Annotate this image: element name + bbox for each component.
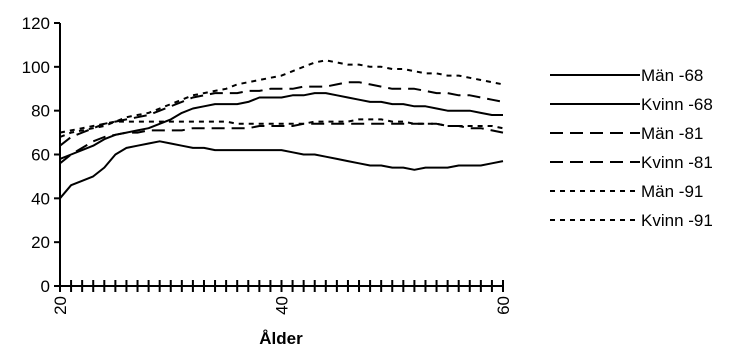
- x-axis-title: Ålder: [259, 329, 303, 348]
- series-line-2: [59, 81, 504, 147]
- legend-label-1: Kvinn -68: [641, 95, 713, 114]
- legend-label-2: Män -81: [641, 124, 703, 143]
- y-tick-label-1: 20: [31, 233, 50, 252]
- plot-area: [59, 59, 504, 199]
- y-tick-label-5: 100: [22, 58, 50, 77]
- x-tick-label-1: 40: [273, 296, 292, 315]
- legend: Män -68 Kvinn -68 Män -81 Kvinn -81 Män -91 K…: [550, 66, 713, 230]
- x-tick-label-0: 20: [51, 296, 70, 315]
- legend-label-4: Män -91: [641, 182, 703, 201]
- series-line-0: [59, 92, 503, 160]
- y-tick-label-2: 40: [31, 189, 50, 208]
- legend-label-5: Kvinn -91: [641, 211, 713, 230]
- legend-label-0: Män -68: [641, 66, 703, 85]
- series-line-3: [59, 122, 504, 165]
- y-tick-label-6: 120: [22, 14, 50, 33]
- y-tick-label-3: 60: [31, 146, 50, 165]
- x-tick-label-2: 60: [494, 296, 513, 315]
- series-line-4: [59, 59, 504, 138]
- legend-label-3: Kvinn -81: [641, 153, 713, 172]
- y-tick-label-0: 0: [41, 277, 50, 296]
- y-tick-label-4: 80: [31, 102, 50, 121]
- series-line-1: [59, 140, 504, 199]
- series-line-5: [59, 118, 504, 134]
